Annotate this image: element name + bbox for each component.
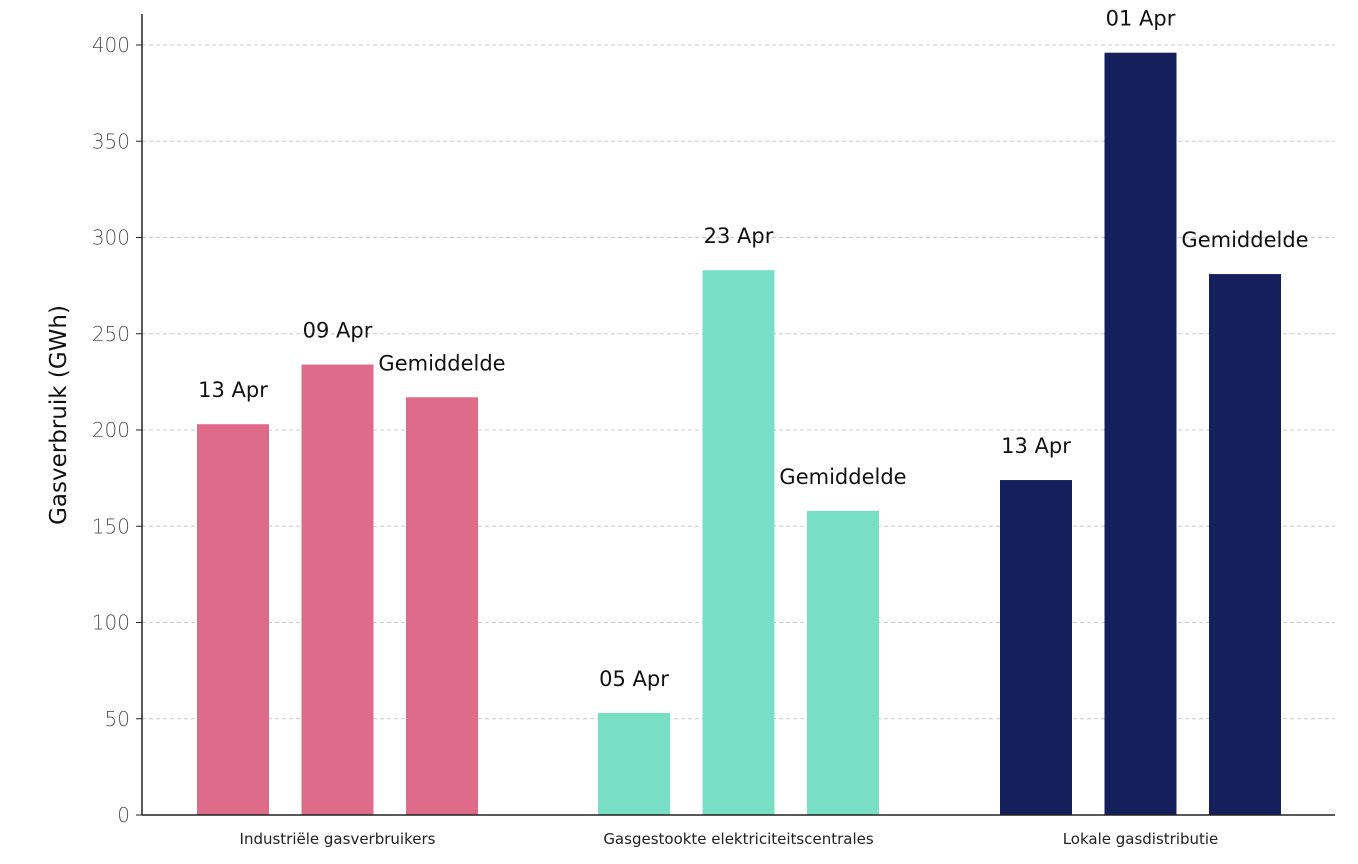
x-category-label: Gasgestookte elektriciteitscentrales (603, 830, 874, 848)
y-tick-label: 150 (92, 514, 130, 538)
bar-label: 13 Apr (198, 378, 268, 402)
bars (197, 52, 1281, 816)
y-axis-title: Gasverbruik (GWh) (46, 305, 72, 525)
bar-label: 09 Apr (303, 319, 373, 343)
bar (1000, 480, 1072, 815)
bar (1104, 52, 1177, 815)
y-tick-label: 50 (105, 707, 130, 731)
bar (1209, 274, 1281, 815)
y-tick-label: 250 (92, 322, 130, 346)
bar (807, 510, 879, 815)
y-tick-label: 0 (117, 803, 130, 827)
bar-label: Gemiddelde (1181, 228, 1308, 252)
bar (702, 270, 775, 816)
bar (598, 712, 670, 815)
x-axis-categories: Industriële gasverbruikers Gasgestookte e… (240, 830, 1219, 848)
bar-label: 13 Apr (1001, 434, 1071, 458)
y-axis-ticks: 0 50 100 150 200 250 300 350 400 (92, 33, 142, 827)
y-tick-label: 100 (92, 611, 130, 635)
bar-label: 01 Apr (1106, 7, 1176, 31)
bar (301, 364, 374, 815)
bar (197, 424, 269, 815)
y-tick-label: 400 (92, 33, 130, 57)
bar-label: Gemiddelde (779, 465, 906, 489)
y-tick-label: 300 (92, 226, 130, 250)
y-tick-label: 350 (92, 129, 130, 153)
bar-label: 05 Apr (599, 667, 669, 691)
x-category-label: Industriële gasverbruikers (240, 830, 436, 848)
bar-label: Gemiddelde (378, 351, 505, 375)
bar-label: 23 Apr (704, 224, 774, 248)
bar (406, 397, 478, 815)
y-tick-label: 200 (92, 418, 130, 442)
x-category-label: Lokale gasdistributie (1063, 830, 1219, 848)
